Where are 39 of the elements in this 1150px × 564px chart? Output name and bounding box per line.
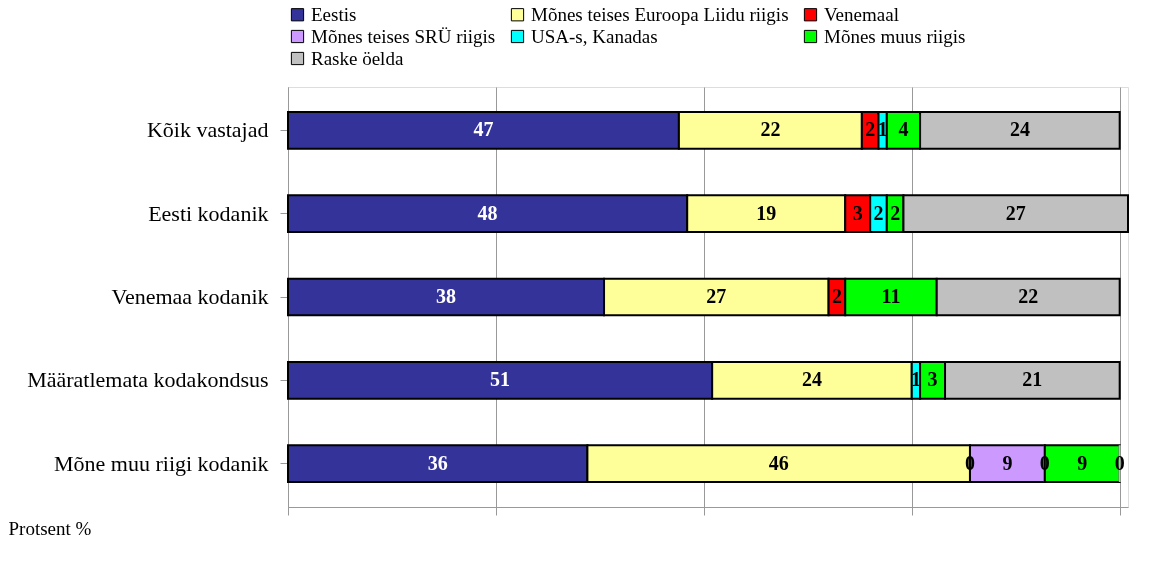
data-label: 24 [801, 368, 822, 391]
data-label: 9 [1002, 451, 1013, 474]
data-label: 3 [852, 201, 863, 224]
legend-label: Mõnes muus riigis [824, 25, 966, 47]
data-label: 47 [473, 118, 494, 141]
legend-label: Venemaal [824, 3, 899, 25]
legend-label: Mõnes teises Euroopa Liidu riigis [531, 3, 789, 25]
y-tick-label: Määratlemata kodakondsus [27, 367, 269, 393]
x-axis-title: Protsent % [8, 518, 92, 539]
data-label: 19 [756, 201, 777, 224]
data-label: 27 [1005, 201, 1026, 224]
y-tick-label: Eesti kodanik [148, 200, 269, 226]
y-tick-label: Kõik vastajad [146, 117, 269, 143]
data-label: 2 [890, 201, 901, 224]
data-label: 21 [1022, 368, 1043, 391]
y-tick-label: Mõne muu riigi kodanik [54, 450, 269, 476]
y-tick-label: Venemaa kodanik [111, 284, 269, 309]
data-label: 3 [927, 368, 938, 391]
data-label: 36 [427, 451, 448, 474]
legend-label: USA-s, Kanadas [531, 25, 658, 47]
data-label: 11 [881, 285, 901, 307]
data-label: 4 [898, 118, 909, 141]
data-label: 2 [865, 118, 876, 141]
legend-label: Raske öelda [311, 47, 404, 69]
data-label: 48 [477, 201, 498, 224]
data-label: 38 [436, 285, 457, 307]
data-label: 0 [1039, 451, 1050, 474]
data-label: 9 [1077, 451, 1088, 474]
data-label: 24 [1009, 118, 1030, 141]
data-label: 22 [1018, 285, 1039, 307]
data-label: 1 [877, 118, 888, 141]
data-label: 27 [706, 285, 727, 307]
data-label: 46 [768, 451, 789, 474]
data-label: 2 [831, 285, 842, 307]
data-label: 2 [873, 201, 884, 224]
data-label: 51 [490, 368, 511, 391]
data-label: 22 [760, 118, 781, 141]
legend-label: Mõnes teises SRÜ riigis [311, 25, 496, 47]
legend-label: Eestis [311, 3, 357, 25]
